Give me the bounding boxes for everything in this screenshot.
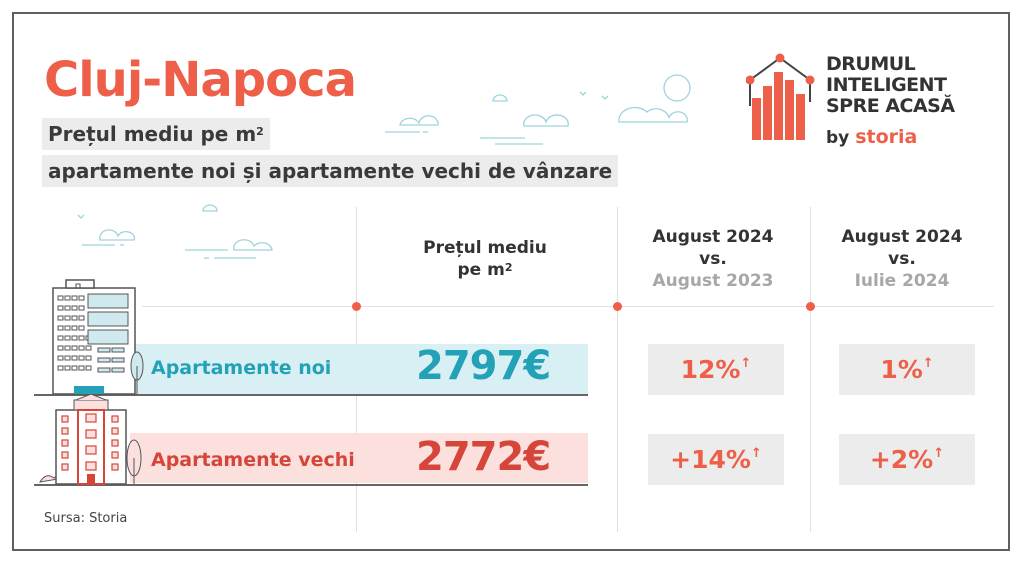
divider-vertical-3 — [810, 207, 811, 532]
change-new-mom: 1%↑ — [839, 344, 975, 395]
divider-vertical-2 — [617, 207, 618, 532]
ground-line — [34, 394, 588, 396]
col-header-line: Prețul mediu — [423, 238, 547, 258]
change-value: 1% — [880, 355, 923, 384]
column-header-avg-price: Prețul mediu pe m2 — [390, 237, 580, 281]
arrow-up-icon: ↑ — [740, 356, 752, 371]
arrow-up-icon: ↑ — [933, 446, 945, 461]
logo-line-2: INTELIGENT — [826, 74, 947, 96]
change-value: 12% — [680, 355, 741, 384]
ground-line — [34, 484, 588, 486]
change-old-mom: +2%↑ — [839, 434, 975, 485]
storia-brand: storia — [855, 126, 918, 148]
column-header-mom: August 2024 vs. Iulie 2024 — [822, 226, 982, 292]
source-note: Sursa: Storia — [44, 511, 128, 526]
row-band-new-apartments — [130, 344, 588, 394]
logo-by-text: by — [826, 128, 850, 148]
price-new-apartments: 2797€ — [416, 343, 551, 389]
col-header-line: vs. — [888, 249, 916, 269]
col-header-line: vs. — [699, 249, 727, 269]
change-value: +2% — [869, 445, 934, 474]
logo-line-1: DRUMUL — [826, 53, 916, 75]
modern-building-icon — [52, 279, 144, 395]
col-header-line: pe m2 — [390, 259, 580, 281]
subtitle-text: Prețul mediu pe m — [48, 122, 257, 146]
change-value: +14% — [670, 445, 751, 474]
row-label-old-apartments: Apartamente vechi — [151, 449, 355, 471]
divider-dot — [352, 302, 361, 311]
logo-by-storia: by storia — [826, 126, 917, 148]
infographic-frame — [12, 12, 1010, 551]
logo-wordmark: DRUMUL INTELIGENT SPRE ACASĂ — [826, 54, 955, 117]
column-header-yoy: August 2024 vs. August 2023 — [630, 226, 796, 292]
bar-chart-house-icon — [746, 53, 815, 140]
col-header-line: August 2023 — [652, 271, 774, 291]
subtitle-apartments: apartamente noi și apartamente vechi de … — [42, 155, 619, 187]
row-band-old-apartments — [130, 433, 588, 483]
superscript: 2 — [256, 125, 264, 138]
col-header-line: August 2024 — [652, 227, 774, 247]
row-label-new-apartments: Apartamente noi — [151, 357, 332, 379]
arrow-up-icon: ↑ — [922, 356, 934, 371]
col-header-line: August 2024 — [841, 227, 963, 247]
col-header-line: Iulie 2024 — [854, 271, 950, 291]
change-new-yoy: 12%↑ — [648, 344, 784, 395]
city-title: Cluj-Napoca — [44, 52, 357, 108]
arrow-up-icon: ↑ — [750, 446, 762, 461]
subtitle-price-per-sqm: Prețul mediu pe m2 — [42, 118, 270, 150]
divider-dot — [806, 302, 815, 311]
change-old-yoy: +14%↑ — [648, 434, 784, 485]
superscript: 2 — [504, 261, 513, 274]
logo-line-3: SPRE ACASĂ — [826, 95, 955, 117]
price-old-apartments: 2772€ — [416, 434, 551, 480]
old-building-icon — [39, 394, 142, 485]
divider-dot — [613, 302, 622, 311]
col-header-text: pe m — [457, 260, 505, 280]
header-divider — [142, 306, 994, 307]
